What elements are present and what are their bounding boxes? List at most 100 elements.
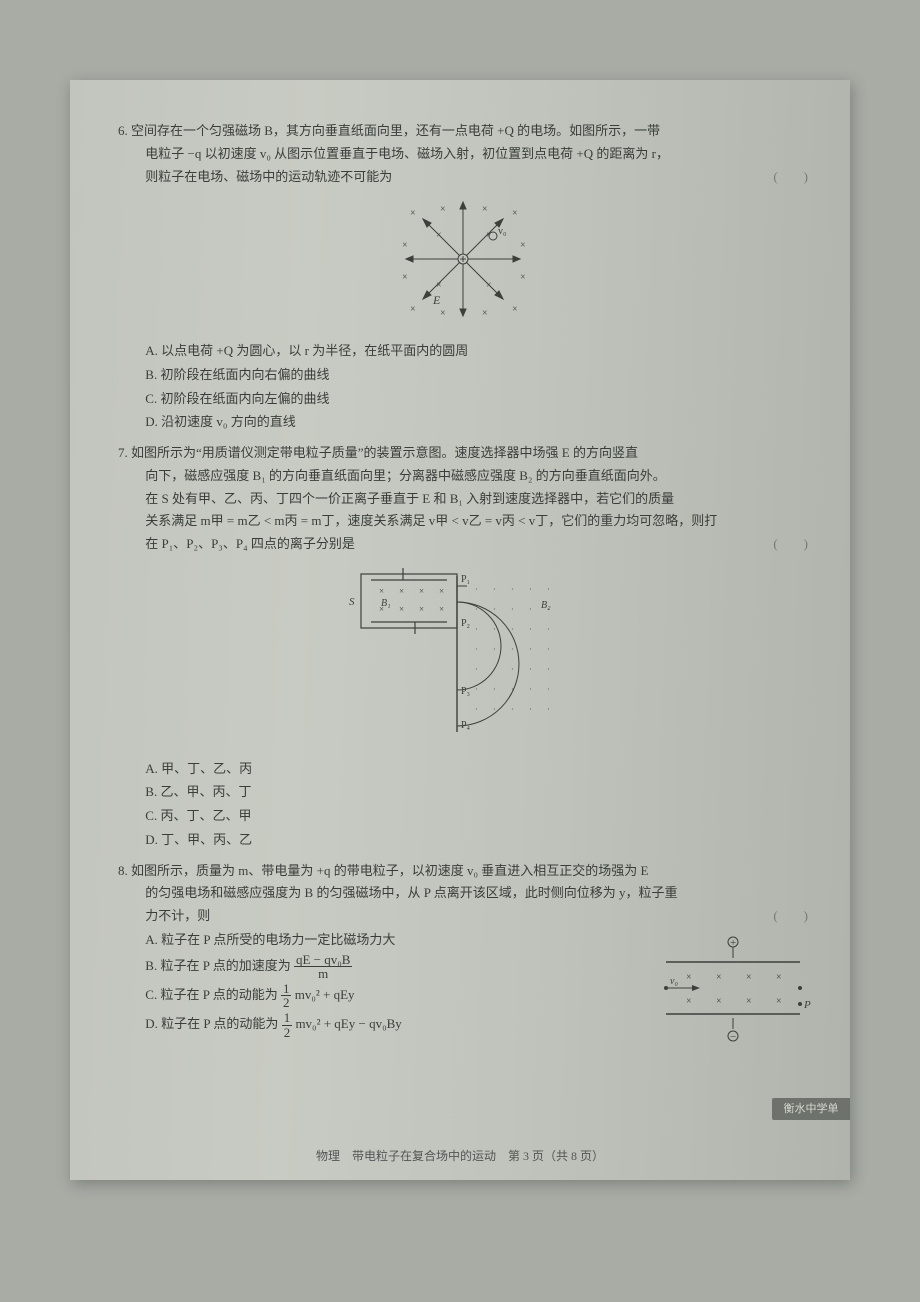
svg-text:×: × [512, 304, 518, 315]
q8-option-a: A. 粒子在 P 点所受的电场力一定比磁场力大 [145, 929, 615, 952]
svg-text:×: × [482, 308, 488, 319]
q7-number: 7. [118, 445, 128, 460]
svg-text:·: · [547, 705, 550, 714]
q7-label-p1: P₁ [461, 574, 470, 585]
q8-number: 8. [118, 863, 128, 878]
svg-text:×: × [439, 586, 444, 596]
q7-figure: ×××× ×××× S B₁ P₁ P₂ P₃ P₄ [118, 562, 808, 750]
q6-option-d: D. 沿初速度 v₀ 方向的直线 [145, 411, 808, 434]
q8-line2: 的匀强电场和磁感应强度为 B 的匀强磁场中，从 P 点离开该区域，此时侧向位移为… [145, 885, 677, 900]
q6-line3: 则粒子在电场、磁场中的运动轨迹不可能为 [145, 169, 392, 184]
svg-text:×: × [440, 204, 446, 215]
svg-text:·: · [493, 625, 496, 634]
svg-text:×: × [402, 240, 408, 251]
question-7: 7. 如图所示为“用质谱仪测定带电粒子质量”的装置示意图。速度选择器中场强 E … [118, 442, 808, 852]
svg-text:·: · [511, 625, 514, 634]
q6-figure: ×××× ×××× ×××× ×××× [118, 194, 808, 332]
svg-text:·: · [511, 665, 514, 674]
q7-line5: 在 P₁、P₂、P₃、P₄ 四点的离子分别是 [145, 536, 355, 551]
svg-text:·: · [529, 705, 532, 714]
svg-text:·: · [475, 685, 478, 694]
svg-text:·: · [511, 685, 514, 694]
page-content: 6. 空间存在一个匀强磁场 B，其方向垂直纸面向里，还有一点电荷 +Q 的电场。… [118, 120, 808, 1132]
q8-d-tail: mv₀² + qEy − qv₀By [295, 1016, 401, 1031]
svg-text:×: × [512, 208, 518, 219]
svg-text:·: · [475, 665, 478, 674]
q7-option-b: B. 乙、甲、丙、丁 [145, 781, 808, 804]
svg-text:·: · [493, 585, 496, 594]
q7-label-p3: P₃ [461, 686, 470, 697]
q8-d-prefix: D. 粒子在 P 点的动能为 [145, 1016, 278, 1031]
svg-text:×: × [520, 272, 526, 283]
svg-text:×: × [399, 604, 404, 614]
svg-text:·: · [529, 685, 532, 694]
q7-option-a: A. 甲、丁、乙、丙 [145, 758, 808, 781]
q6-number: 6. [118, 123, 128, 138]
q7-answer-bracket: ( ) [801, 533, 808, 556]
svg-text:·: · [511, 585, 514, 594]
svg-text:×: × [439, 604, 444, 614]
svg-text:×: × [746, 972, 752, 983]
q7-line1: 如图所示为“用质谱仪测定带电粒子质量”的装置示意图。速度选择器中场强 E 的方向… [131, 445, 638, 460]
svg-text:×: × [410, 208, 416, 219]
q8-minus-icon: − [730, 1031, 736, 1043]
q6-stem: 6. 空间存在一个匀强磁场 B，其方向垂直纸面向里，还有一点电荷 +Q 的电场。… [118, 120, 808, 188]
q8-c-prefix: C. 粒子在 P 点的动能为 [145, 987, 277, 1002]
svg-text:·: · [511, 705, 514, 714]
svg-text:·: · [547, 645, 550, 654]
q7-stem: 7. 如图所示为“用质谱仪测定带电粒子质量”的装置示意图。速度选择器中场强 E … [118, 442, 808, 556]
q6-option-b: B. 初阶段在纸面内向右偏的曲线 [145, 364, 808, 387]
side-tag: 衡水中学单 [772, 1098, 850, 1120]
svg-text:×: × [716, 972, 722, 983]
svg-text:·: · [547, 585, 550, 594]
q8-c-numerator: 1 [281, 982, 292, 997]
q8-answer-bracket: ( ) [801, 905, 808, 928]
svg-text:·: · [493, 665, 496, 674]
question-6: 6. 空间存在一个匀强磁场 B，其方向垂直纸面向里，还有一点电荷 +Q 的电场。… [118, 120, 808, 434]
svg-text:×: × [379, 586, 384, 596]
q8-d-denominator: 2 [282, 1026, 293, 1040]
svg-text:×: × [419, 586, 424, 596]
exam-page: 6. 空间存在一个匀强磁场 B，其方向垂直纸面向里，还有一点电荷 +Q 的电场。… [70, 80, 850, 1180]
q8-b-numerator: qE − qv₀B [294, 953, 352, 968]
svg-text:·: · [475, 645, 478, 654]
svg-text:×: × [746, 996, 752, 1007]
svg-text:×: × [686, 972, 692, 983]
svg-text:·: · [511, 645, 514, 654]
svg-text:·: · [475, 585, 478, 594]
q6-option-a: A. 以点电荷 +Q 为圆心，以 r 为半径，在纸平面内的圆周 [145, 340, 808, 363]
q7-option-d: D. 丁、甲、丙、乙 [145, 829, 808, 852]
svg-text:·: · [547, 685, 550, 694]
q8-label-p: P [803, 999, 811, 1011]
q7-option-c: C. 丙、丁、乙、甲 [145, 805, 808, 828]
svg-text:×: × [482, 204, 488, 215]
svg-text:·: · [529, 665, 532, 674]
svg-text:·: · [529, 625, 532, 634]
svg-text:×: × [402, 272, 408, 283]
svg-text:×: × [440, 308, 446, 319]
q7-label-s: S [349, 596, 355, 608]
q8-figure: + ×××× ×××× v₀ P [648, 932, 818, 1060]
q6-line1: 空间存在一个匀强磁场 B，其方向垂直纸面向里，还有一点电荷 +Q 的电场。如图所… [131, 123, 660, 138]
q7-label-p2: P₂ [461, 618, 470, 629]
svg-text:·: · [493, 605, 496, 614]
q8-b-prefix: B. 粒子在 P 点的加速度为 [145, 958, 290, 973]
svg-text:·: · [547, 625, 550, 634]
q8-option-c: C. 粒子在 P 点的动能为 1 2 mv₀² + qEy [145, 982, 615, 1010]
svg-text:v₀: v₀ [498, 226, 507, 237]
svg-text:×: × [410, 304, 416, 315]
svg-text:·: · [475, 605, 478, 614]
q8-b-denominator: m [294, 967, 352, 981]
page-footer: 物理 带电粒子在复合场中的运动 第 3 页（共 8 页） [70, 1147, 850, 1164]
q8-label-v0: v₀ [670, 976, 678, 987]
question-8: 8. 如图所示，质量为 m、带电量为 +q 的带电粒子，以初速度 v₀ 垂直进入… [118, 860, 808, 1040]
q6-line2: 电粒子 −q 以初速度 v₀ 从图示位置垂直于电场、磁场入射，初位置到点电荷 +… [145, 146, 669, 161]
q8-d-fraction: 1 2 [282, 1011, 293, 1039]
q8-stem: 8. 如图所示，质量为 m、带电量为 +q 的带电粒子，以初速度 v₀ 垂直进入… [118, 860, 808, 928]
svg-text:×: × [776, 972, 782, 983]
svg-text:·: · [475, 625, 478, 634]
svg-text:×: × [776, 996, 782, 1007]
q6-answer-bracket: ( ) [801, 166, 808, 189]
svg-text:×: × [399, 586, 404, 596]
svg-text:·: · [529, 645, 532, 654]
